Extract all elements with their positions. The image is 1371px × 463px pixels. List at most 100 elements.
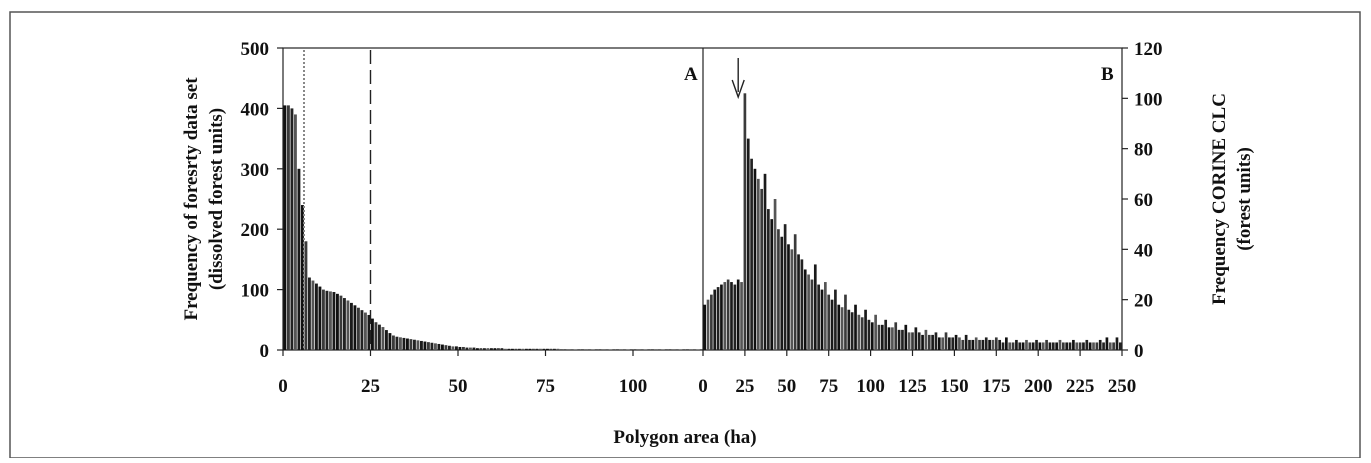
panel-a-bar [640, 349, 644, 350]
y-tick-label: 300 [241, 160, 270, 181]
x-tick-label: 25 [361, 376, 380, 397]
panel-a-bar [402, 337, 406, 350]
panel-b-bar [827, 294, 831, 350]
arrow-head [731, 79, 745, 100]
panel-b-bar [730, 282, 733, 350]
panel-b-bar [1031, 342, 1035, 350]
panel-a-bar [665, 349, 668, 350]
panel-a-bar [483, 348, 486, 350]
panel-a-bar [679, 349, 682, 350]
panel-b-bar [1001, 342, 1005, 350]
panel-b-bar [830, 299, 834, 350]
panel-b-bar [1108, 342, 1112, 350]
panel-b-bar [1005, 337, 1008, 350]
panel-b-bar [944, 332, 948, 350]
panel-b-bar [746, 138, 750, 350]
panel-a-bar [427, 342, 430, 350]
x-tick-label: 0 [278, 376, 288, 397]
panel-a-bar [647, 349, 651, 350]
panel-a-bar [367, 314, 371, 350]
panel-a-bar [584, 349, 588, 350]
panel-b-bar [907, 332, 911, 350]
panel-a-bar [539, 348, 542, 350]
panel-a-bar [315, 283, 318, 350]
panel-b-bar [767, 209, 770, 350]
panel-a-bar [395, 336, 399, 350]
x-tick-label: 200 [1024, 376, 1053, 397]
panel-b-bar [971, 339, 975, 350]
panel-b-bar [961, 339, 965, 350]
panel-b-bar [1038, 342, 1042, 350]
panel-a-bar [479, 348, 483, 350]
panel-a-bar [451, 346, 455, 350]
panel-b-bar [968, 339, 971, 350]
panel-a-bar [574, 349, 577, 350]
x-tick-label: 225 [1066, 376, 1095, 397]
panel-a-bar [381, 327, 385, 350]
panel-a-bar [378, 324, 381, 350]
panel-b-bar [991, 339, 995, 350]
panel-a-x-ticks: 0 25 50 75 100 [278, 350, 647, 397]
panel-a-bar [493, 348, 497, 350]
panel-b-bar [1098, 339, 1102, 350]
y-axis-title-right-line1: Frequency CORINE CLC [1209, 93, 1230, 305]
panel-b-bar [813, 264, 817, 350]
y-tick-label: 20 [1134, 291, 1153, 312]
panel-a-bar [693, 349, 696, 350]
panel-b-bar [844, 294, 847, 350]
panel-b-arrow [731, 58, 745, 100]
y-tick-label: 100 [1134, 89, 1163, 110]
panel-b-bar [954, 334, 958, 350]
panel-b-bar [994, 337, 998, 350]
panel-b-bar [824, 282, 827, 350]
panel-a-bar [497, 348, 500, 350]
panel-b-bar [951, 337, 955, 350]
panel-a-bar [668, 349, 672, 350]
panel-b-bar [1115, 337, 1119, 350]
panel-b-bar [894, 322, 898, 350]
panel-a-bar [455, 346, 458, 350]
panel-b-bar [1058, 339, 1062, 350]
panel-a-bar [318, 286, 322, 350]
panel-b-bar [1075, 342, 1079, 350]
panel-b-bar [770, 219, 774, 350]
panel-a-bar [336, 293, 339, 350]
panel-a-bar [371, 318, 374, 350]
panel-a-bar [556, 348, 560, 350]
y-tick-label: 200 [241, 220, 270, 241]
panel-b-bar [1035, 339, 1038, 350]
y-tick-label: 400 [241, 99, 270, 120]
panel-a-bar [535, 348, 539, 350]
panel-a-bars [283, 105, 703, 351]
panel-b-bar [703, 304, 707, 350]
panel-a-bar [630, 349, 633, 350]
panel-b-bar [713, 289, 717, 350]
panel-a-bar [553, 348, 556, 350]
panel-b-bar [927, 334, 931, 350]
panel-b-bar [937, 337, 941, 350]
panel-a-bar [542, 348, 546, 350]
panel-a-bar [619, 349, 623, 350]
panel-b-bar [854, 304, 857, 350]
panel-b-bar [998, 339, 1001, 350]
panel-a-bar [682, 349, 686, 350]
panel-b-bar [860, 317, 864, 350]
x-tick-label: 175 [982, 376, 1011, 397]
panel-b-bar [864, 309, 867, 350]
x-tick-label: 0 [698, 376, 708, 397]
panel-b-bar [834, 289, 837, 350]
panel-a-bar [308, 277, 311, 350]
panel-b-bar [1092, 342, 1095, 350]
x-tick-label: 75 [819, 376, 838, 397]
panel-a-bar [605, 349, 609, 350]
panel-b-bar [793, 234, 797, 350]
panel-a-bar [357, 307, 360, 350]
panel-a-bar [577, 349, 581, 350]
panel-a-bar [598, 349, 602, 350]
panel-b-bar [797, 254, 800, 350]
x-tick-label: 125 [898, 376, 927, 397]
x-tick-label: 25 [735, 376, 754, 397]
panel-a-bar [304, 241, 308, 350]
panel-b-bar [1118, 342, 1122, 350]
panel-a-bar [511, 348, 514, 350]
